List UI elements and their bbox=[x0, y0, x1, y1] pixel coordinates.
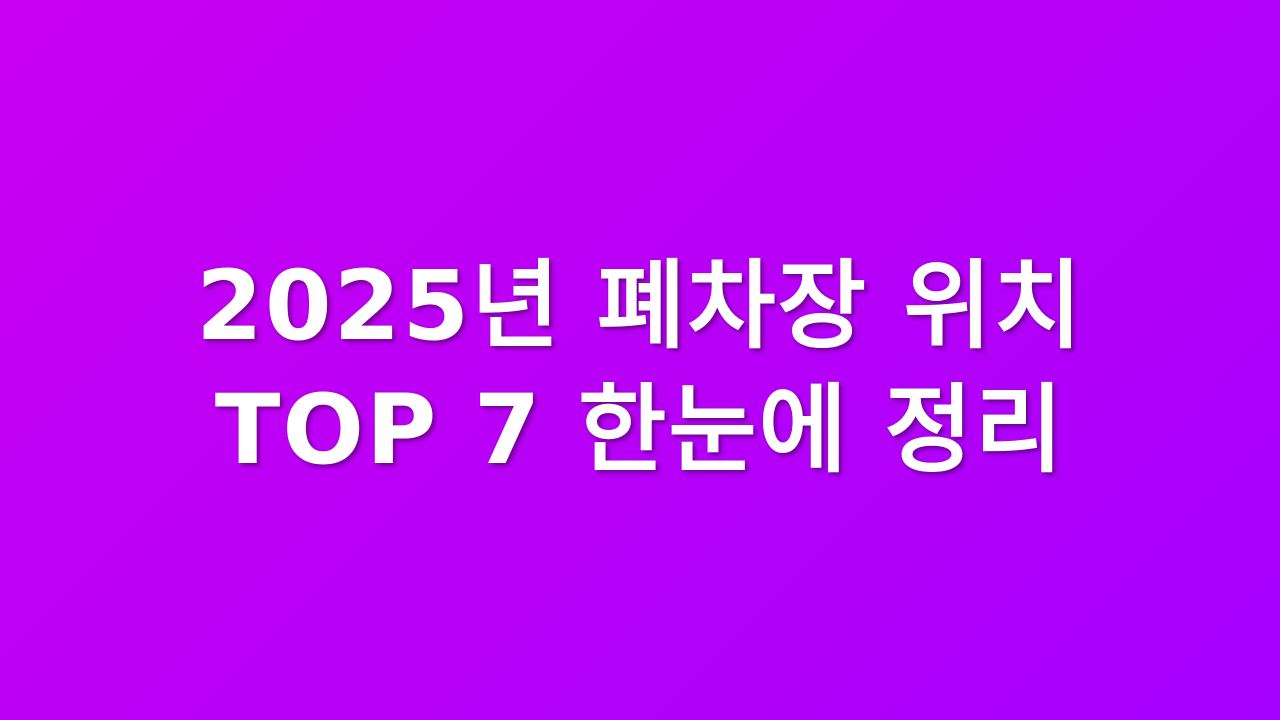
title-line-2: TOP 7 한눈에 정리 bbox=[214, 374, 1066, 486]
title-block: 2025년 폐차장 위치 TOP 7 한눈에 정리 bbox=[196, 244, 1084, 492]
title-line-1: 2025년 폐차장 위치 bbox=[196, 250, 1084, 362]
